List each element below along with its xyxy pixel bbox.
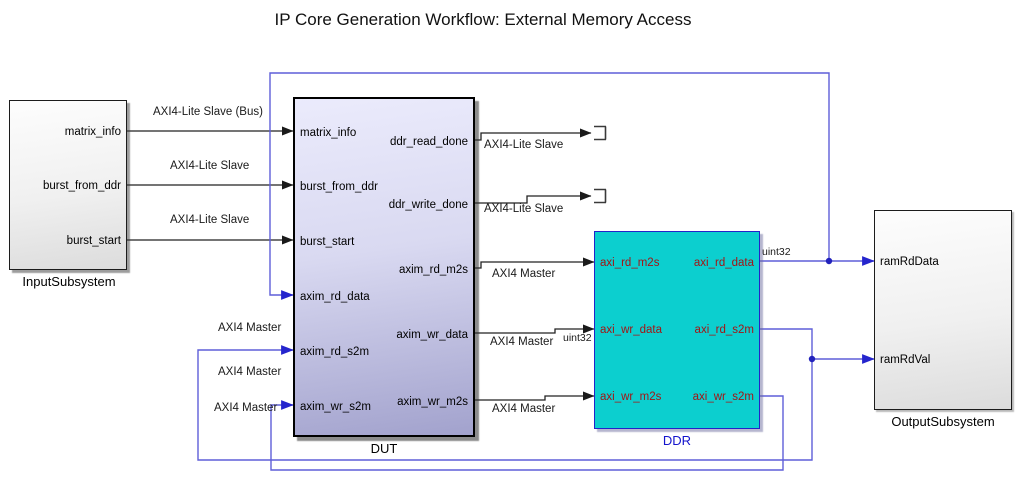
- port-label: ramRdData: [880, 256, 939, 268]
- port-label: axi_rd_data: [693, 257, 754, 269]
- port-label: burst_from_ddr: [43, 180, 121, 192]
- block-dut[interactable]: matrix_info burst_from_ddr burst_start a…: [293, 97, 475, 437]
- block-name-output-subsystem: OutputSubsystem: [891, 414, 995, 429]
- port-label: matrix_info: [300, 127, 357, 139]
- port-label: axim_wr_m2s: [397, 396, 468, 408]
- port-label: axim_rd_m2s: [398, 264, 468, 276]
- port-label: axim_rd_data: [300, 291, 370, 303]
- block-ddr[interactable]: axi_rd_m2s axi_wr_data axi_wr_m2s axi_rd…: [594, 231, 760, 429]
- signal-label-uint32: uint32: [563, 332, 592, 344]
- port-label: axi_rd_s2m: [694, 324, 754, 336]
- port-label: burst_start: [66, 235, 121, 247]
- wire-axim-wr-m2s[interactable]: [475, 391, 595, 401]
- terminator-write-done[interactable]: [594, 188, 607, 204]
- port-label: burst_from_ddr: [300, 181, 378, 193]
- port-label: ramRdVal: [880, 354, 931, 366]
- block-name-input-subsystem: InputSubsystem: [22, 274, 116, 289]
- wire-ddr-read-done[interactable]: [475, 128, 592, 141]
- signal-label-axi4-lite-slave-bus: AXI4-Lite Slave (Bus): [153, 106, 263, 118]
- wire-axim-wr-data[interactable]: [475, 324, 595, 334]
- port-label: axi_rd_m2s: [600, 257, 660, 269]
- port-label: ddr_write_done: [388, 199, 468, 211]
- signal-label-axi4-master: AXI4 Master: [490, 336, 554, 348]
- signal-label-axi4-master: AXI4 Master: [218, 366, 282, 378]
- block-name-dut: DUT: [370, 441, 398, 456]
- signal-label-axi4-master: AXI4 Master: [214, 402, 278, 414]
- wire-axi-rd-s2m-feedback[interactable]: [197, 328, 813, 461]
- signal-label-axi4-lite-slave: AXI4-Lite Slave: [170, 214, 250, 226]
- port-label: matrix_info: [64, 126, 121, 138]
- signal-label-axi4-master: AXI4 Master: [218, 322, 282, 334]
- junction-dot: [825, 257, 833, 265]
- signal-label-uint32: uint32: [762, 246, 791, 258]
- port-label: axi_wr_data: [600, 324, 663, 336]
- port-label: axim_rd_s2m: [300, 346, 370, 358]
- signal-label-axi4-lite-slave: AXI4-Lite Slave: [484, 203, 564, 215]
- diagram-title: IP Core Generation Workflow: External Me…: [274, 10, 692, 29]
- wire-axi-wr-s2m-feedback[interactable]: [270, 395, 784, 471]
- block-output-subsystem[interactable]: ramRdData ramRdVal: [874, 210, 1012, 410]
- signal-label-axi4-lite-slave: AXI4-Lite Slave: [170, 160, 250, 172]
- signal-label-axi4-master: AXI4 Master: [492, 403, 556, 415]
- block-name-ddr: DDR: [662, 433, 692, 448]
- port-label: ddr_read_done: [389, 136, 468, 148]
- signal-label-axi4-lite-slave: AXI4-Lite Slave: [484, 139, 564, 151]
- port-label: axim_wr_s2m: [300, 401, 371, 413]
- port-label: axi_wr_m2s: [600, 391, 662, 403]
- block-input-subsystem[interactable]: matrix_info burst_from_ddr burst_start: [9, 100, 127, 270]
- signal-label-axi4-master: AXI4 Master: [492, 268, 556, 280]
- wire-axim-rd-m2s[interactable]: [475, 257, 595, 269]
- port-label: axi_wr_s2m: [692, 391, 754, 403]
- wire-ddr-write-done[interactable]: [475, 191, 592, 204]
- terminator-read-done[interactable]: [594, 125, 607, 141]
- wire-axi-rd-data-feedback[interactable]: [269, 72, 830, 300]
- junction-dot: [808, 355, 816, 363]
- port-label: axim_wr_data: [396, 329, 468, 341]
- port-label: burst_start: [300, 236, 355, 248]
